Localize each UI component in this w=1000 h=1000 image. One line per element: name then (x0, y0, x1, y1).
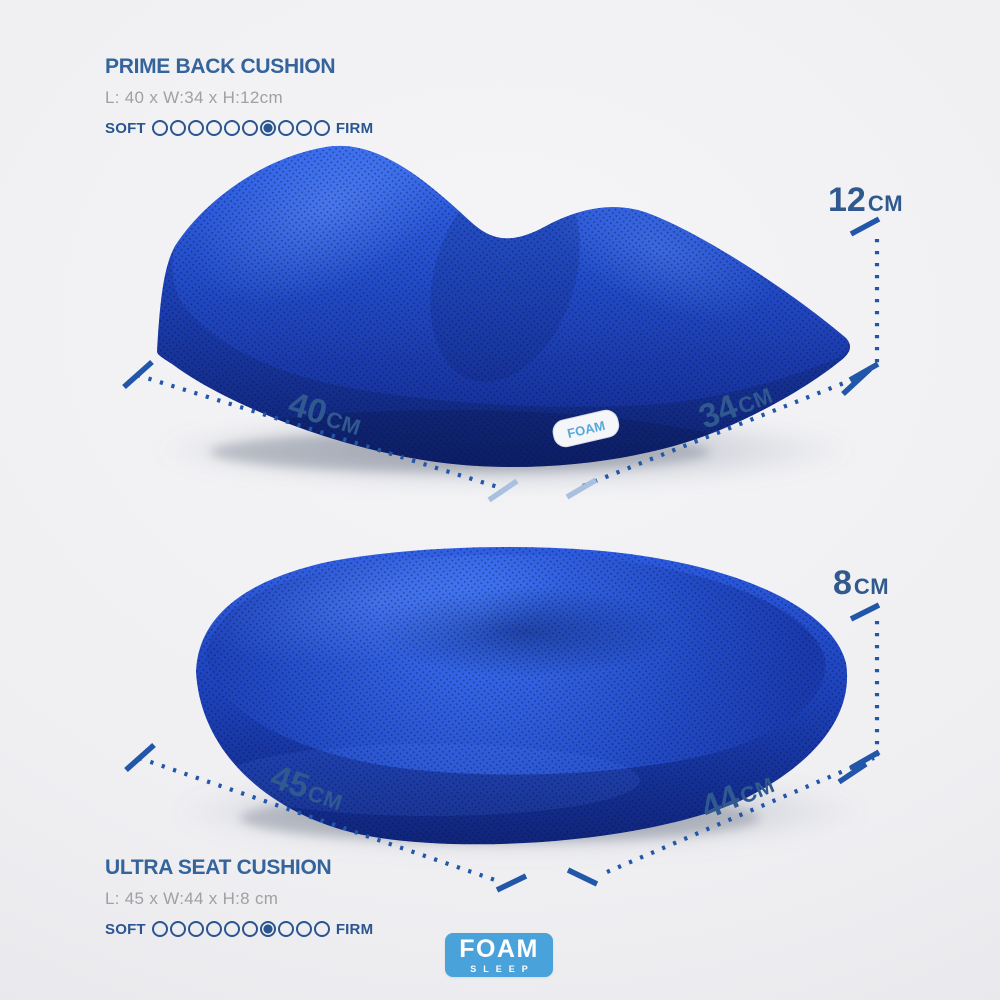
dim-tick-length-back-start (122, 359, 154, 390)
firmness-dot (295, 120, 312, 136)
seat-cushion-info: ULTRA SEAT CUSHION L: 45 x W:44 x H:8 cm… (105, 856, 373, 938)
back-cushion-dimensions: L: 40 x W:34 x H:12cm (105, 88, 283, 107)
dim-tick-height-back-bottom (848, 361, 880, 383)
dim-tick-height-seat-bottom (849, 749, 881, 771)
back-cushion-render: FOAM (157, 145, 851, 467)
firmness-dot (295, 921, 312, 937)
firmness-dot (205, 921, 222, 937)
firmness-dot (187, 921, 204, 937)
back-cushion-title: PRIME BACK CUSHION (105, 55, 336, 78)
firmness-dot-selected (259, 921, 276, 937)
dim-line-width-seat (606, 756, 875, 874)
seat-cushion-title: ULTRA SEAT CUSHION (105, 856, 332, 879)
seat-cushion-render (196, 547, 848, 845)
firm-label: FIRM (335, 920, 374, 938)
firm-label: FIRM (335, 119, 374, 137)
firmness-dot (169, 921, 186, 937)
dim-tick-width-seat-start (566, 867, 599, 887)
seat-cushion-mesh-texture (196, 547, 848, 845)
firmness-dot (205, 120, 222, 136)
seat-height-label: 8 CM (833, 566, 889, 600)
dim-tick-height-back-top (849, 216, 881, 237)
back-height-unit: CM (867, 191, 904, 216)
brand-logo: FOAM SLEEP (445, 933, 553, 977)
firmness-dot (223, 921, 240, 937)
back-height-label: 12 CM (828, 183, 903, 217)
back-cushion-firmness-scale: SOFT FIRM (105, 119, 373, 137)
back-height-value: 12 (828, 181, 866, 219)
firmness-dots (151, 921, 330, 937)
firmness-dot (241, 120, 258, 136)
logo-brand-text: FOAM (459, 934, 539, 963)
firmness-dot (313, 921, 330, 937)
firmness-dot (151, 120, 168, 136)
dim-tick-length-seat-start (124, 742, 156, 773)
firmness-dot (277, 921, 294, 937)
back-cushion-mesh-texture (157, 145, 851, 467)
firmness-dot (223, 120, 240, 136)
seat-cushion-firmness-scale: SOFT FIRM (105, 920, 373, 938)
firmness-dot (313, 120, 330, 136)
seat-cushion-dimensions: L: 45 x W:44 x H:8 cm (105, 889, 279, 908)
firmness-dot (151, 921, 168, 937)
dim-tick-width-seat-end (837, 761, 868, 785)
soft-label: SOFT (105, 119, 146, 137)
firmness-dot (169, 120, 186, 136)
firmness-dot (277, 120, 294, 136)
seat-height-value: 8 (833, 564, 852, 602)
firmness-dots (151, 120, 330, 136)
soft-label: SOFT (105, 920, 146, 938)
dim-tick-height-seat-top (849, 602, 881, 622)
brand-tag: FOAM (552, 409, 620, 448)
seat-height-unit: CM (853, 574, 890, 599)
back-cushion-info: PRIME BACK CUSHION L: 40 x W:34 x H:12cm… (105, 55, 373, 137)
dim-tick-width-back-start (565, 477, 598, 500)
logo-sub-text: SLEEP (470, 963, 535, 974)
dim-tick-length-seat-end (495, 873, 528, 893)
firmness-dot (241, 921, 258, 937)
firmness-dot (187, 120, 204, 136)
dim-tick-length-back-end (487, 478, 519, 503)
firmness-dot-selected (259, 120, 276, 136)
